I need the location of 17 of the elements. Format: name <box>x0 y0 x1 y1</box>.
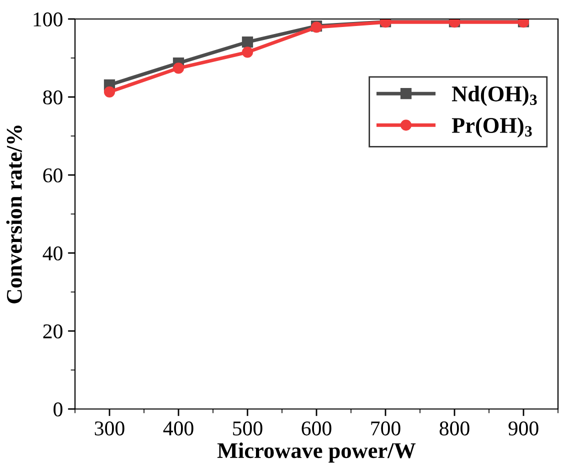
x-tick-label: 700 <box>371 421 400 436</box>
y-tick-label: 60 <box>43 168 62 182</box>
y-tick-label: 100 <box>34 12 62 26</box>
x-tick-label: 500 <box>233 421 262 436</box>
x-tick-label: 900 <box>508 421 538 436</box>
x-tick-label: 400 <box>163 421 194 436</box>
x-tick-label: 600 <box>302 421 332 436</box>
legend-label: Nd(OH)$_{3}$ <box>452 86 537 106</box>
y-axis-title: Conversion rate/% <box>6 126 22 304</box>
y-tick-label: 20 <box>43 324 62 338</box>
x-tick-label: 300 <box>94 421 124 436</box>
y-tick-label: 0 <box>54 402 62 416</box>
x-tick-label: 800 <box>440 421 470 436</box>
x-axis-title: Microwave power/W <box>217 442 416 463</box>
y-tick-label: 80 <box>43 90 62 104</box>
legend-label: Pr(OH)$_{3}$ <box>452 117 532 138</box>
y-tick-label: 40 <box>42 246 62 260</box>
